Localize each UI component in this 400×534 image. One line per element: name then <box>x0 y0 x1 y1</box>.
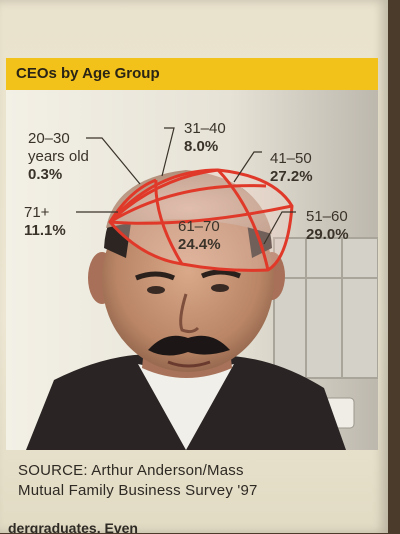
slice-41-50-edge <box>109 184 267 224</box>
slice-sublabel-text: years old <box>28 148 89 165</box>
slice-label-51-60: 51–60 29.0% <box>306 208 349 244</box>
slice-71-edge <box>109 204 293 225</box>
page-continuation-text: dergraduates. Even <box>8 520 138 534</box>
slice-label-text: 31–40 <box>184 120 226 137</box>
slice-label-41-50: 41–50 27.2% <box>270 150 313 186</box>
window-frame <box>273 237 378 379</box>
slice-value: 8.0% <box>184 138 219 155</box>
slice-label-text: 20–30 <box>28 130 70 147</box>
shirt <box>138 364 234 450</box>
slice-label-text: 41–50 <box>270 150 312 167</box>
slice-label-71-plus: 71+ 11.1% <box>24 204 66 240</box>
slice-value: 27.2% <box>270 168 313 185</box>
title-area: CEOs by Age Group <box>6 58 378 90</box>
slice-value: 11.1% <box>24 222 66 239</box>
source-line-1: SOURCE: Arthur Anderson/Mass <box>18 462 244 479</box>
chart-title: CEOs by Age Group <box>16 65 160 82</box>
slice-label-20-30: 20–30 years old 0.3% <box>28 130 89 184</box>
slice-label-text: 51–60 <box>306 208 348 225</box>
title-bar <box>6 58 378 90</box>
slice-31-40-edge <box>108 168 219 224</box>
source-line-2: Mutual Family Business Survey '97 <box>18 482 258 499</box>
pie-cap <box>108 168 294 272</box>
chart-illustration <box>6 58 378 450</box>
slice-label-31-40: 31–40 8.0% <box>184 120 226 156</box>
slice-label-text: 71+ <box>24 204 50 221</box>
face <box>102 188 274 372</box>
slice-value: 24.4% <box>178 236 221 253</box>
slice-value: 29.0% <box>306 226 349 243</box>
source-note: SOURCE: Arthur Anderson/Mass Mutual Fami… <box>18 461 378 501</box>
slice-value: 0.3% <box>28 166 63 183</box>
slice-61-70-edge <box>154 179 184 265</box>
slice-label-61-70: 61–70 24.4% <box>178 218 221 254</box>
slice-label-text: 61–70 <box>178 218 220 235</box>
slice-20-30-edge <box>108 178 157 223</box>
mustache <box>148 335 230 356</box>
